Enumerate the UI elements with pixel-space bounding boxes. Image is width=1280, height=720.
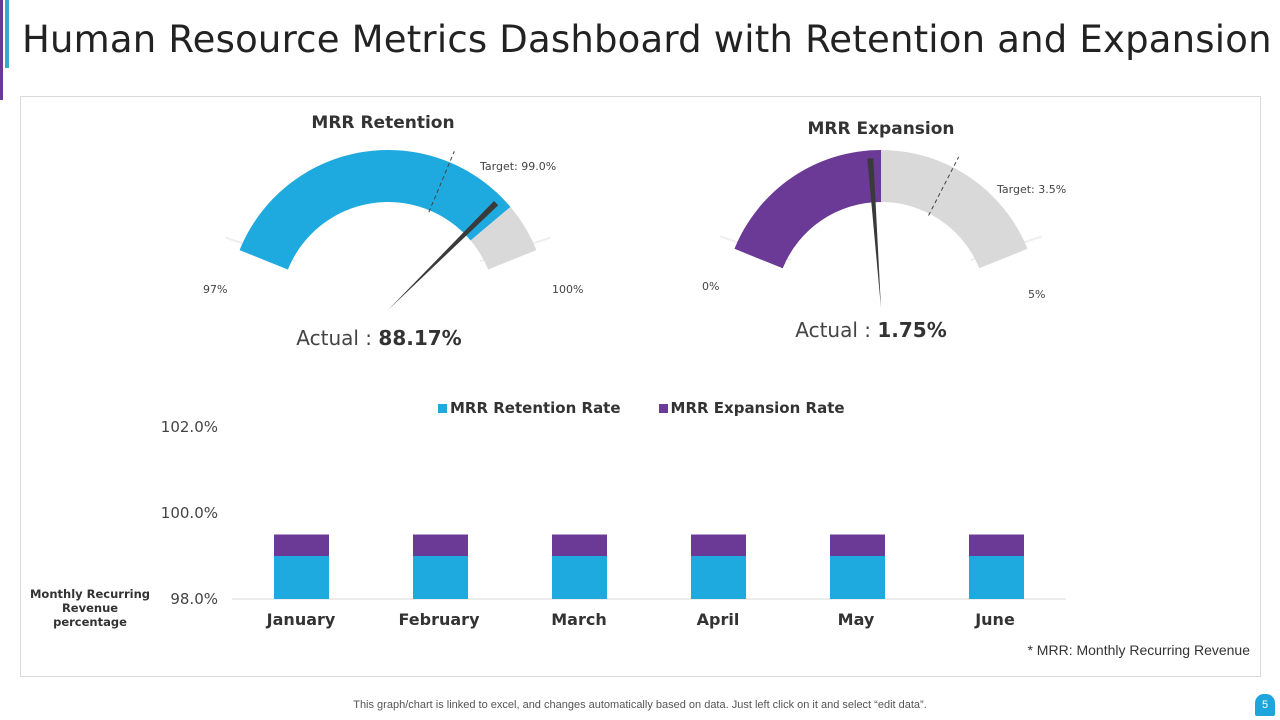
page-title: Human Resource Metrics Dashboard with Re…: [22, 18, 1272, 61]
gauge-retention-max-label: 100%: [552, 283, 584, 296]
x-tick-label: January: [266, 610, 336, 629]
x-tick-label: February: [398, 610, 480, 629]
gauge-retention-title: MRR Retention: [311, 113, 455, 133]
gauge-retention: [225, 149, 551, 310]
accent-bar-purple: [0, 0, 3, 100]
y-tick-label: 102.0%: [160, 418, 218, 436]
bottom-note: This graph/chart is linked to excel, and…: [353, 699, 927, 711]
legend-swatch-expansion: [658, 403, 668, 413]
gauge-expansion-actual: Actual : 1.75%: [795, 318, 947, 342]
chart-legend: MRR Retention Rate MRR Expansion Rate: [438, 399, 845, 417]
y-tick-label: 100.0%: [160, 504, 218, 522]
gauge-expansion-min-label: 0%: [702, 280, 720, 293]
y-tick-label: 98.0%: [170, 590, 218, 608]
footnote-mrr-definition: * MRR: Monthly Recurring Revenue: [1027, 642, 1250, 658]
x-tick-label: May: [837, 610, 875, 629]
page-number-badge: 5: [1255, 694, 1275, 716]
legend-swatch-retention: [438, 403, 447, 413]
x-tick-label: April: [696, 610, 740, 629]
gauge-expansion-title: MRR Expansion: [807, 119, 955, 139]
accent-bar-blue: [5, 0, 9, 68]
legend-item-retention: MRR Retention Rate: [438, 399, 621, 417]
gauge-needle: [867, 158, 881, 308]
gauge-retention-target-label: Target: 99.0%: [480, 160, 557, 173]
gauge-expansion: [719, 150, 1043, 308]
x-tick-label: June: [975, 610, 1015, 629]
legend-label-retention: MRR Retention Rate: [450, 399, 621, 417]
gauge-fill-arc: [734, 150, 881, 269]
actual-value: 88.17%: [378, 326, 462, 350]
gauge-target-marker: [928, 156, 960, 216]
gauge-retention-min-label: 97%: [203, 283, 228, 296]
actual-value: 1.75%: [877, 318, 947, 342]
actual-prefix: Actual :: [296, 326, 379, 350]
legend-item-expansion: MRR Expansion Rate: [658, 399, 845, 417]
gauge-retention-actual: Actual : 88.17%: [296, 326, 461, 350]
gauge-needle: [388, 201, 499, 310]
x-tick-label: March: [551, 610, 607, 629]
legend-label-expansion: MRR Expansion Rate: [670, 399, 845, 417]
gauge-expansion-target-label: Target: 3.5%: [997, 183, 1067, 196]
gauge-expansion-max-label: 5%: [1028, 288, 1046, 301]
y-axis-title: Monthly Recurring Revenue percentage: [29, 587, 151, 629]
actual-prefix: Actual :: [795, 318, 878, 342]
gauge-target-marker: [428, 151, 455, 213]
dashboard-panel: [20, 96, 1261, 677]
